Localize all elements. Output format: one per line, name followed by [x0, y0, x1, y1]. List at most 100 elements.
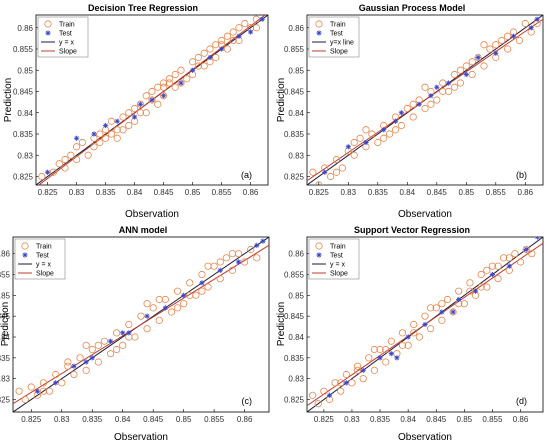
panel-b-xtick-label: 0.825	[309, 188, 330, 197]
panel-d-legend-label: y = x	[330, 262, 345, 269]
panel-d-train-point	[382, 345, 390, 354]
panel-c-train-point	[253, 254, 261, 262]
panel-b-train-point	[421, 83, 429, 91]
panel-a-xtick-label: 0.825	[38, 188, 59, 197]
panel-a-train-point	[148, 87, 156, 96]
panel-a-legend-label: Slope	[59, 49, 77, 56]
panel-a-train-point	[67, 151, 75, 159]
panel-c-ytick-label: 0.825	[0, 396, 11, 405]
panel-b-test-point-stroke	[428, 93, 434, 98]
panel-c-slope-line	[13, 244, 269, 405]
panel-c-xtick-label: 0.835	[82, 415, 103, 424]
panel-a-train-point	[84, 151, 92, 159]
panel-d-xlabel: Observation	[398, 432, 452, 443]
panel-a-legend-box	[37, 16, 89, 58]
panel-c-train-point	[204, 283, 212, 291]
panel-d-ytick-label: 0.825	[284, 396, 305, 405]
panel-a-train-point	[194, 53, 202, 62]
panel-a-test-point-stroke	[74, 136, 79, 141]
panel-d-legend: Train Test y = x Slope	[308, 238, 360, 280]
panel-a-train-point	[96, 130, 104, 138]
panel-b-ytick-label: 0.825	[284, 173, 305, 182]
panel-b-legend-label: Train	[330, 22, 346, 29]
panel-a-train-point	[177, 66, 185, 74]
panel-a-ytick-label: 0.85	[17, 66, 33, 75]
panel-d-test-point-stroke	[490, 272, 495, 277]
panel-c-test-point	[53, 380, 59, 386]
panel-c-train-point	[186, 279, 194, 287]
panel-c-train-point	[64, 358, 72, 366]
panel-b-train-point	[439, 87, 447, 96]
panel-c-xtick-label: 0.86	[237, 415, 253, 424]
panel-c-train-point	[94, 358, 102, 366]
panel-b-train-point	[456, 79, 464, 87]
panel-c-test-point	[120, 330, 126, 336]
panel-d-test-point-stroke	[344, 380, 349, 385]
panel-c-train-point	[88, 345, 96, 354]
panel-c-test-point-stroke	[126, 330, 131, 335]
panel-c-xlabel: Observation	[114, 432, 168, 443]
panel-b-ytick-label: 0.86	[288, 24, 304, 33]
panel-c-legend-label: Train	[36, 244, 52, 251]
panel-c-train-point	[180, 300, 188, 308]
panel-b-ytick-label: 0.83	[288, 151, 304, 160]
panel-a-test-point	[132, 114, 138, 120]
panel-b-test-point-stroke	[363, 140, 369, 145]
panel-c-train-point	[94, 341, 102, 349]
panel-d-test-point	[388, 351, 394, 357]
panel-c-legend-box	[14, 238, 66, 280]
panel-d-train-point	[370, 345, 379, 354]
panel-d-xtick-label: 0.845	[426, 415, 447, 424]
panel-d-train-point	[528, 250, 536, 258]
panel-d-ytick-label: 0.83	[288, 375, 304, 384]
panel-b-train-point	[480, 41, 488, 49]
panel-d-test-point-stroke	[377, 355, 383, 360]
panel-a-train-point	[90, 143, 98, 151]
panel-a-test-point-stroke	[219, 46, 224, 52]
panel-d-test-point-stroke	[439, 309, 444, 315]
panel-d-train-point	[516, 258, 525, 266]
panel-a-test-point-stroke	[207, 55, 213, 60]
panel-d-train-point	[443, 295, 452, 304]
panel-d-tag: (d)	[516, 396, 527, 406]
panel-d-test-point	[326, 392, 333, 398]
panel-b-train-point	[368, 130, 376, 138]
panel-c-train-point	[241, 258, 249, 266]
panel-b-legend: Train Test y=x line Slope	[308, 16, 360, 58]
panel-a-train-point	[171, 70, 179, 79]
panel-c-axes: 0.825 0.83 0.835 0.84 0.845 0.85 0.855 0.86 0.82…	[0, 237, 269, 424]
panel-b-ytick-label: 0.845	[284, 88, 305, 97]
panel-c-train-point	[155, 316, 163, 324]
panel-a-train-point	[113, 134, 121, 142]
panel-b-legend-train-marker	[315, 20, 323, 28]
panel-a-train-point	[218, 36, 226, 45]
panel-c-train-point	[15, 387, 23, 395]
panel-c-test-point	[217, 267, 223, 273]
panel-d-data-layer	[307, 237, 543, 412]
panel-b-train-point	[498, 36, 506, 45]
panel-c-train-point	[186, 291, 194, 299]
panel-a-train-point	[235, 24, 243, 32]
panel-a-train-point	[200, 62, 208, 70]
panel-b-ytick-label: 0.84	[288, 109, 304, 118]
panel-d-train-point	[505, 254, 513, 262]
panel-a-train-point	[165, 75, 173, 83]
panel-a-train-point	[148, 96, 156, 104]
panel-b-legend-label: y=x line	[330, 40, 354, 47]
panel-d-train-point	[359, 375, 367, 383]
panel-d-train-point	[449, 308, 457, 316]
panel-d-test-point-stroke	[536, 237, 540, 240]
panel-d-train-point	[370, 366, 379, 374]
panel-d-legend-label: Slope	[330, 271, 348, 278]
panel-c-legend-test-marker	[22, 252, 28, 258]
panel-b-legend-label: Slope	[330, 49, 348, 56]
panel-b-test-point-stroke	[511, 34, 516, 39]
panel-c-test-point	[83, 359, 89, 365]
panel-d-ytick-label: 0.84	[288, 333, 304, 342]
panel-d-test-point-stroke	[507, 264, 512, 269]
panel-a-train-point	[136, 100, 144, 108]
panel-a: Decision Tree Regression 0.825 0.83 0.835 0…	[3, 3, 269, 220]
panel-c-ytick-label: 0.835	[0, 354, 11, 363]
panel-a-train-point	[102, 134, 110, 142]
